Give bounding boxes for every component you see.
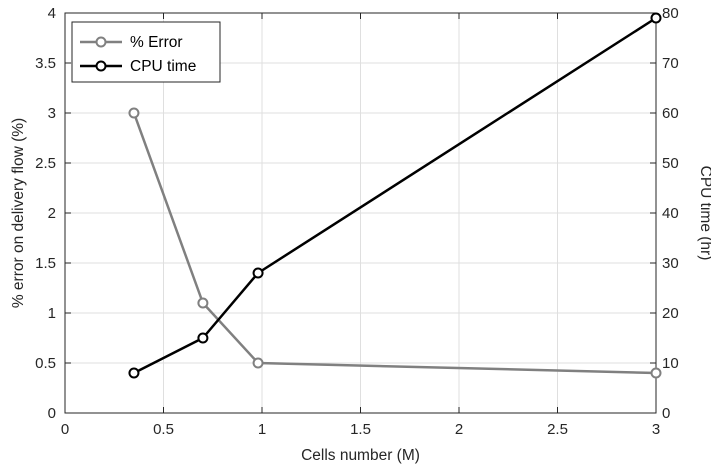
series-line	[132, 112, 657, 375]
x-tick-label: 0.5	[153, 421, 174, 438]
y-axis-left-title: % error on delivery flow (%)	[10, 118, 27, 308]
x-tick-label: 2.5	[547, 421, 568, 438]
legend-label: CPU time	[130, 58, 196, 75]
y-left-tick-label: 4	[48, 5, 56, 22]
y-left-tick-label: 2	[48, 205, 56, 222]
data-point	[650, 12, 662, 24]
y-right-tick-label: 20	[662, 305, 679, 322]
y-right-tick-label: 0	[662, 405, 670, 422]
series-cpu-time	[128, 12, 662, 379]
data-point	[128, 367, 140, 379]
y-right-tick-label: 50	[662, 155, 679, 172]
y-right-tick-label: 80	[662, 5, 679, 22]
y-left-tick-label: 0.5	[35, 355, 56, 372]
x-tick-label: 3	[652, 421, 660, 438]
y-right-tick-label: 60	[662, 105, 679, 122]
series-layer	[128, 12, 662, 379]
x-axis-title: Cells number (M)	[301, 447, 420, 464]
series-line	[133, 16, 657, 375]
legend-swatch-marker	[95, 36, 107, 48]
series-error	[128, 107, 662, 379]
axis-ticks: 0 0.5 1 1.5 2 2.5 300.511.522.533.540102030405…	[35, 5, 679, 438]
y-left-tick-label: 2.5	[35, 155, 56, 172]
x-tick-label: 0	[61, 421, 69, 438]
legend: % Error CPU time	[71, 21, 221, 83]
legend-label: % Error	[130, 34, 183, 51]
y-right-tick-label: 30	[662, 255, 679, 272]
y-left-tick-label: 3.5	[35, 55, 56, 72]
x-tick-label: 2	[455, 421, 463, 438]
y-axis-right-title: CPU time (hr)	[697, 166, 711, 261]
data-point	[650, 367, 662, 379]
y-left-tick-label: 1	[48, 305, 56, 322]
data-point	[252, 357, 264, 369]
y-right-tick-label: 10	[662, 355, 679, 372]
legend-box	[71, 21, 221, 83]
y-left-tick-label: 1.5	[35, 255, 56, 272]
data-point	[197, 332, 209, 344]
data-point	[197, 297, 209, 309]
x-tick-label: 1	[258, 421, 266, 438]
data-point	[252, 267, 264, 279]
y-right-tick-label: 40	[662, 205, 679, 222]
data-point	[128, 107, 140, 119]
y-left-tick-label: 3	[48, 105, 56, 122]
y-right-tick-label: 70	[662, 55, 679, 72]
x-tick-label: 1.5	[350, 421, 371, 438]
legend-swatch-marker	[95, 60, 107, 72]
y-left-tick-label: 0	[48, 405, 56, 422]
